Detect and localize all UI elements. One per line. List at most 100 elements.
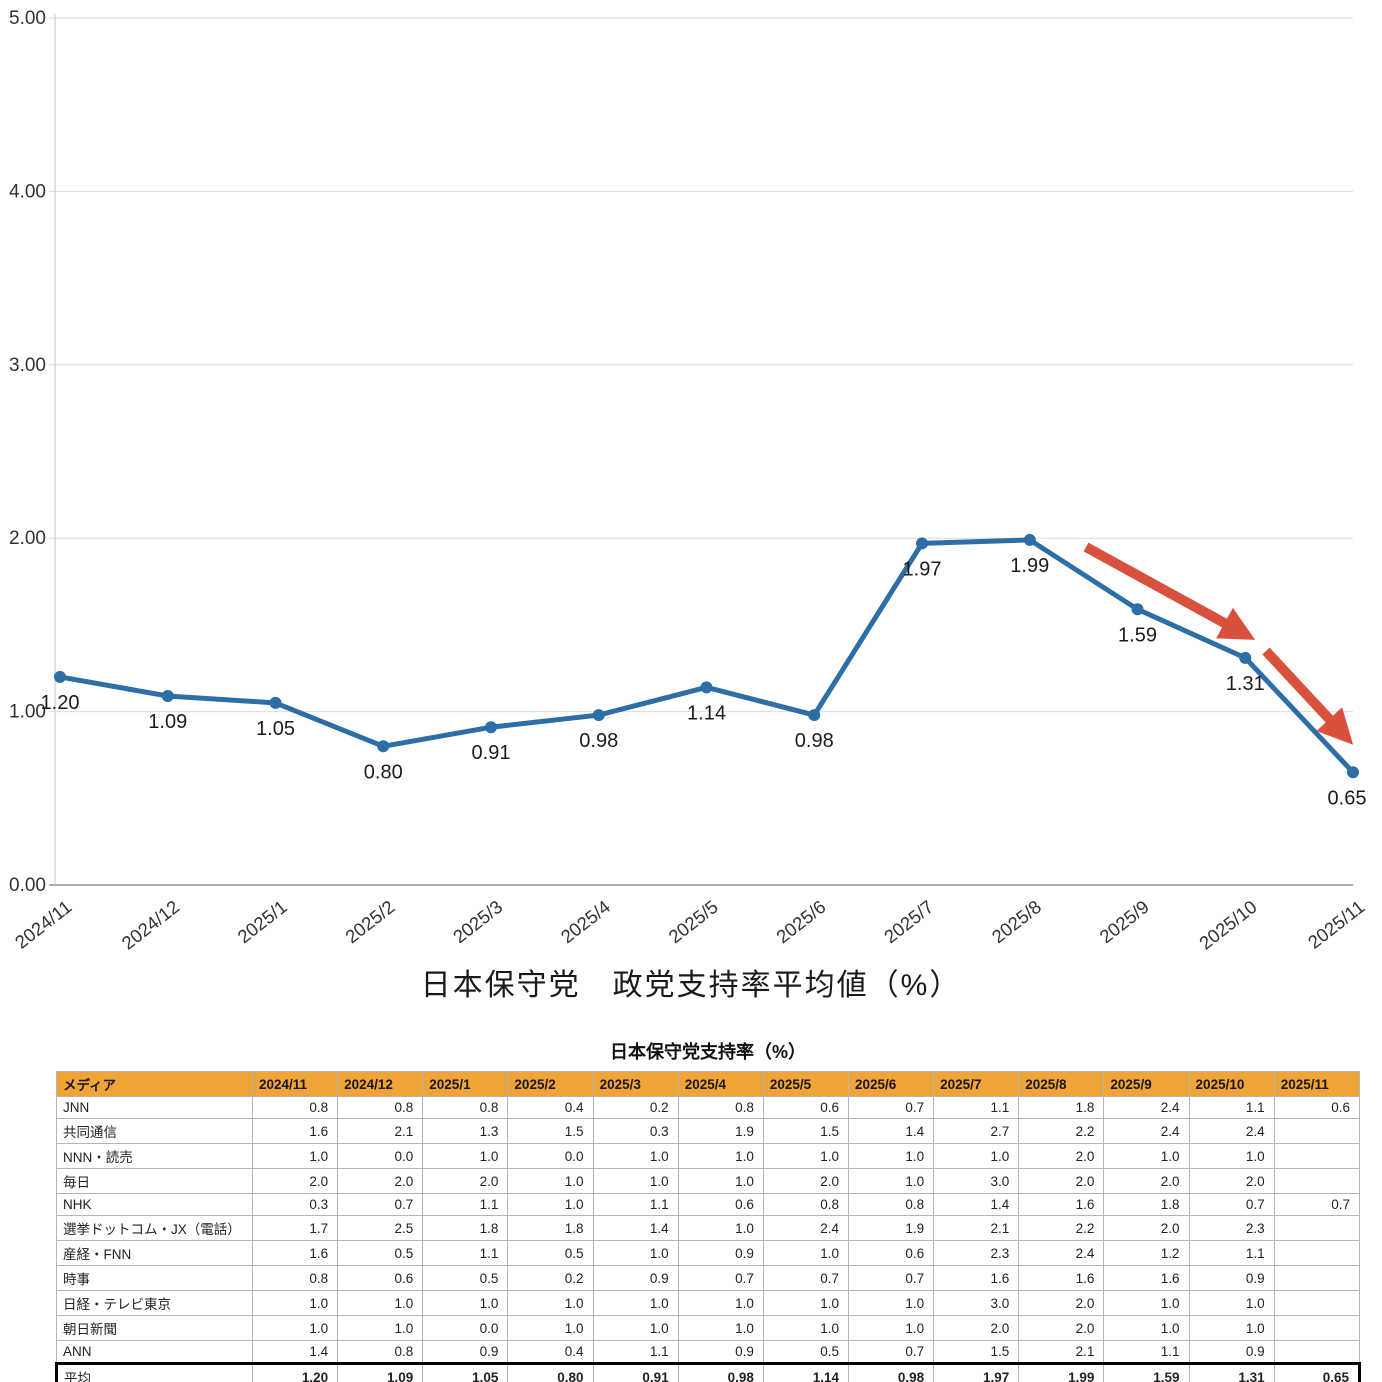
value-cell: 1.0	[1103, 1315, 1190, 1341]
value-cell: 2.1	[337, 1118, 424, 1144]
value-cell: 0.4	[507, 1340, 594, 1364]
value-cell	[1273, 1215, 1361, 1241]
data-point	[377, 740, 390, 753]
value-cell: 0.7	[847, 1096, 935, 1119]
value-cell: 0.0	[422, 1315, 509, 1341]
column-header: 2025/5	[762, 1071, 849, 1097]
value-cell: 1.8	[507, 1215, 594, 1241]
value-cell: 0.4	[507, 1096, 594, 1119]
value-cell: 1.0	[251, 1143, 339, 1169]
trend-arrow	[1262, 647, 1354, 745]
value-cell: 1.0	[677, 1215, 764, 1241]
value-cell: 0.6	[337, 1265, 424, 1291]
value-cell: 1.9	[677, 1118, 764, 1144]
table-row: ANN 1.4 0.8 0.9 0.4 1.1 0.9 0.5 0.7 1.5 2.1 1.1 0.9	[56, 1340, 1361, 1364]
value-cell: 0.6	[762, 1096, 849, 1119]
value-cell: 1.0	[592, 1168, 679, 1194]
data-point	[1131, 603, 1144, 616]
value-cell: 2.0	[422, 1168, 509, 1194]
value-cell: 1.20	[251, 1362, 339, 1382]
value-cell: 1.5	[933, 1340, 1020, 1364]
value-cell: 1.5	[762, 1118, 849, 1144]
value-cell: 1.6	[251, 1118, 339, 1144]
value-cell: 1.7	[251, 1215, 339, 1241]
value-cell: 0.9	[677, 1340, 764, 1364]
value-cell: 0.5	[422, 1265, 509, 1291]
value-cell: 0.3	[251, 1193, 339, 1216]
data-point	[1347, 766, 1359, 779]
table-row: 毎日 2.0 2.0 2.0 1.0 1.0 1.0 2.0 1.0 3.0 2.0 2.0 2.0	[56, 1168, 1361, 1194]
value-cell	[1273, 1340, 1361, 1364]
data-point	[269, 696, 282, 709]
media-cell: NHK	[56, 1193, 253, 1216]
value-cell: 1.2	[1103, 1240, 1190, 1266]
value-cell: 2.4	[1103, 1096, 1190, 1119]
value-cell: 2.4	[762, 1215, 849, 1241]
column-header: 2025/9	[1103, 1071, 1190, 1097]
value-cell: 1.0	[1188, 1290, 1275, 1316]
value-cell: 1.0	[507, 1193, 594, 1216]
value-cell: 1.0	[592, 1240, 679, 1266]
data-point	[161, 689, 174, 702]
table-row: 選挙ドットコム・JX（電話） 1.7 2.5 1.8 1.8 1.4 1.0 2.4 1.9 2.…	[56, 1215, 1361, 1241]
value-cell: 1.0	[762, 1143, 849, 1169]
value-cell: 2.3	[1188, 1215, 1275, 1241]
value-cell: 1.0	[592, 1143, 679, 1169]
value-cell: 1.0	[677, 1143, 764, 1169]
table-header-row: メディア 2024/11 2024/12 2025/1 2025/2 2025/3 2025…	[56, 1071, 1361, 1097]
value-cell: 0.9	[677, 1240, 764, 1266]
data-point	[700, 681, 713, 694]
data-point	[54, 670, 66, 683]
value-cell: 2.4	[1103, 1118, 1190, 1144]
value-cell: 1.59	[1103, 1362, 1190, 1382]
value-cell: 1.0	[507, 1168, 594, 1194]
value-cell: 1.0	[847, 1290, 935, 1316]
value-cell: 1.1	[1188, 1240, 1275, 1266]
table-title: 日本保守党支持率（%）	[609, 1042, 806, 1062]
data-label: 0.98	[795, 730, 834, 752]
value-cell: 1.31	[1188, 1362, 1275, 1382]
column-header: 2025/7	[933, 1071, 1020, 1097]
x-tick-label: 2025/6	[772, 896, 830, 947]
value-cell: 2.4	[1188, 1118, 1275, 1144]
column-header: 2024/11	[251, 1071, 339, 1097]
value-cell: 1.4	[933, 1193, 1020, 1216]
line-chart: 0.00 1.00 2.00 3.00 4.00 5.00 2024/11 2024/12 20…	[9, 8, 1368, 954]
x-tick-label: 2025/10	[1195, 896, 1261, 954]
table-row: JNN 0.8 0.8 0.8 0.4 0.2 0.8 0.6 0.7 1.1 1.8 2.4 1.1 0…	[56, 1096, 1361, 1119]
table-row: NNN・読売 1.0 0.0 1.0 0.0 1.0 1.0 1.0 1.0 1.0 2.0 1.0 1…	[56, 1143, 1361, 1169]
value-cell: 1.0	[762, 1240, 849, 1266]
media-cell: 選挙ドットコム・JX（電話）	[56, 1215, 253, 1241]
value-cell: 0.8	[762, 1193, 849, 1216]
value-cell	[1273, 1143, 1361, 1169]
value-cell	[1273, 1290, 1361, 1316]
value-cell: 1.4	[251, 1340, 339, 1364]
value-cell: 1.8	[1103, 1193, 1190, 1216]
value-cell: 1.99	[1018, 1362, 1105, 1382]
value-cell	[1273, 1168, 1361, 1194]
value-cell: 3.0	[933, 1168, 1020, 1194]
value-cell: 2.2	[1018, 1215, 1105, 1241]
column-header: 2025/6	[847, 1071, 935, 1097]
data-label: 1.59	[1118, 624, 1157, 646]
value-cell: 0.3	[592, 1118, 679, 1144]
y-tick-label: 5.00	[9, 8, 46, 29]
value-cell: 2.2	[1018, 1118, 1105, 1144]
value-cell: 2.0	[337, 1168, 424, 1194]
data-point	[1239, 651, 1252, 664]
media-cell: NNN・読売	[56, 1143, 253, 1169]
media-cell: 時事	[56, 1265, 253, 1291]
y-tick-label: 1.00	[9, 702, 46, 723]
value-cell: 1.0	[677, 1315, 764, 1341]
value-cell: 1.0	[337, 1315, 424, 1341]
value-cell: 2.0	[1103, 1168, 1190, 1194]
value-cell: 0.9	[1188, 1265, 1275, 1291]
value-cell: 0.8	[422, 1096, 509, 1119]
value-cell: 0.9	[1188, 1340, 1275, 1364]
value-cell: 0.5	[337, 1240, 424, 1266]
value-cell: 0.9	[422, 1340, 509, 1364]
value-cell: 1.0	[1188, 1143, 1275, 1169]
value-cell: 0.7	[847, 1265, 935, 1291]
data-label: 0.80	[364, 761, 403, 783]
